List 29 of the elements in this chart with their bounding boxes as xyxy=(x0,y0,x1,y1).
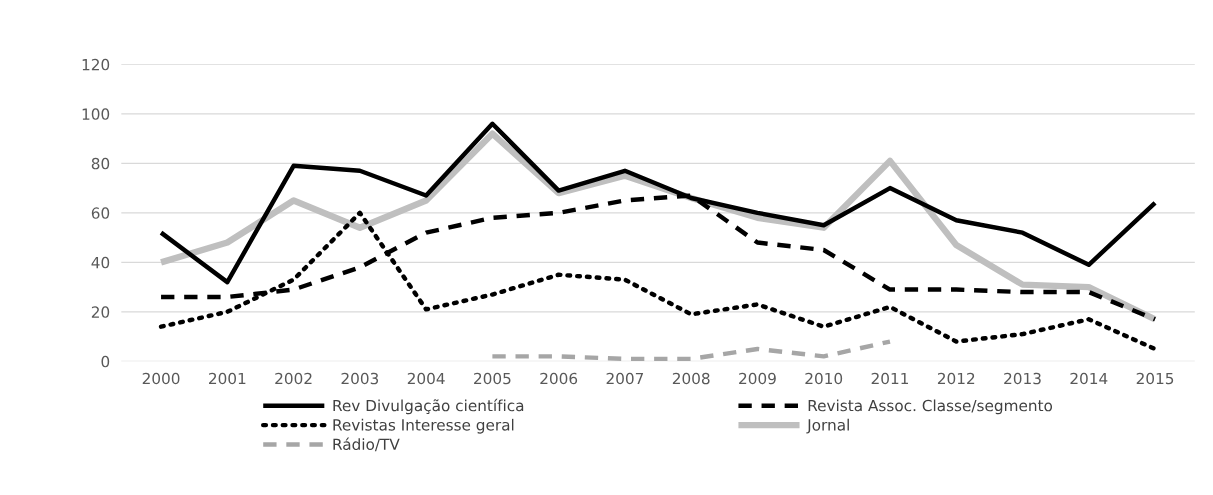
legend-label: Rev Divulgação científica xyxy=(333,398,524,415)
y-tick-label: 60 xyxy=(91,207,110,219)
x-tick-label: 2009 xyxy=(739,372,776,385)
x-tick-label: 2007 xyxy=(606,372,644,385)
x-tick-label: 2003 xyxy=(341,372,379,385)
x-tick-label: 2001 xyxy=(209,372,246,385)
legend-label: Revistas Interesse geral xyxy=(333,418,514,434)
y-tick-label: 80 xyxy=(91,157,110,170)
y-tick-label: 40 xyxy=(91,256,110,269)
legend-label: Rádio/TV xyxy=(333,437,400,452)
x-tick-label: 2005 xyxy=(474,372,511,385)
y-tick-label: 120 xyxy=(82,58,110,71)
x-tick-label: 2014 xyxy=(1070,372,1108,385)
legend-label: Revista Assoc. Classe/segmento xyxy=(808,399,1053,415)
x-tick-label: 2004 xyxy=(407,372,445,385)
y-tick-label: 20 xyxy=(91,306,110,318)
x-tick-label: 2002 xyxy=(275,372,312,385)
x-tick-label: 2013 xyxy=(1004,372,1041,385)
x-tick-label: 2012 xyxy=(937,372,975,385)
x-tick-label: 2000 xyxy=(142,372,180,385)
line-series xyxy=(490,339,893,362)
x-tick-label: 2015 xyxy=(1136,372,1174,385)
x-tick-label: 2010 xyxy=(805,372,843,385)
y-tick-label: 100 xyxy=(82,108,110,120)
x-tick-label: 2006 xyxy=(540,372,578,385)
y-tick-label: 0 xyxy=(101,355,110,368)
legend-label: Jornal xyxy=(806,418,849,434)
x-tick-label: 2011 xyxy=(871,372,909,385)
x-tick-label: 2008 xyxy=(672,372,710,385)
